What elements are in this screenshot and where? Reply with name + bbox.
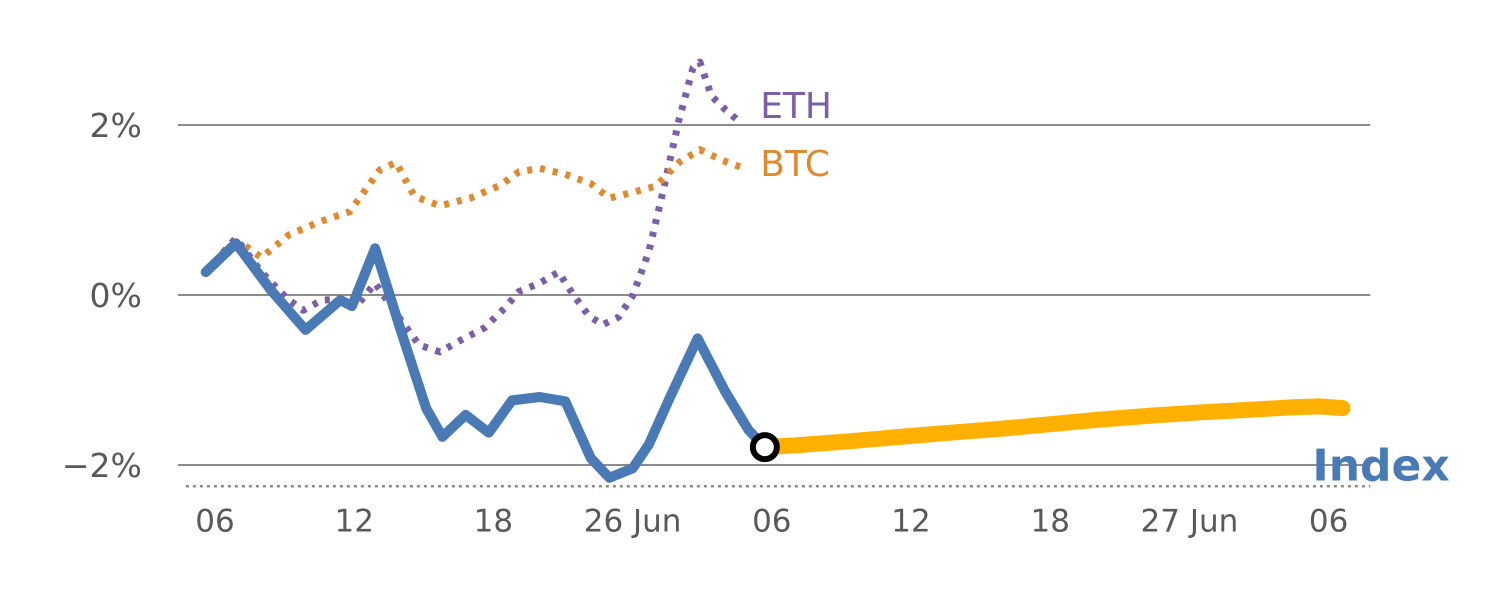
series-index-line [200, 238, 770, 483]
x-tick-label: 12 [891, 503, 930, 539]
x-tick-label: 27 Jun [1141, 503, 1239, 539]
y-tick-label: 0% [90, 276, 142, 315]
series-index-forecast-line [756, 398, 1351, 456]
y-tick-label: −2% [62, 446, 142, 485]
index-label: Index [1312, 440, 1449, 491]
btc-label: BTC [760, 144, 830, 185]
series-btc-line [203, 146, 746, 275]
x-tick-label: 06 [1309, 503, 1348, 539]
x-tick-label: 06 [195, 503, 234, 539]
x-tick-label: 18 [474, 503, 513, 539]
series-eth-line [203, 58, 742, 356]
forecast-start-marker [749, 432, 780, 463]
x-tick-label: 26 Jun [584, 503, 682, 539]
x-tick-label: 18 [1030, 503, 1069, 539]
y-tick-label: 2% [90, 106, 142, 145]
x-tick-label: 12 [334, 503, 373, 539]
x-tick-label: 06 [752, 503, 791, 539]
eth-label: ETH [760, 86, 832, 127]
